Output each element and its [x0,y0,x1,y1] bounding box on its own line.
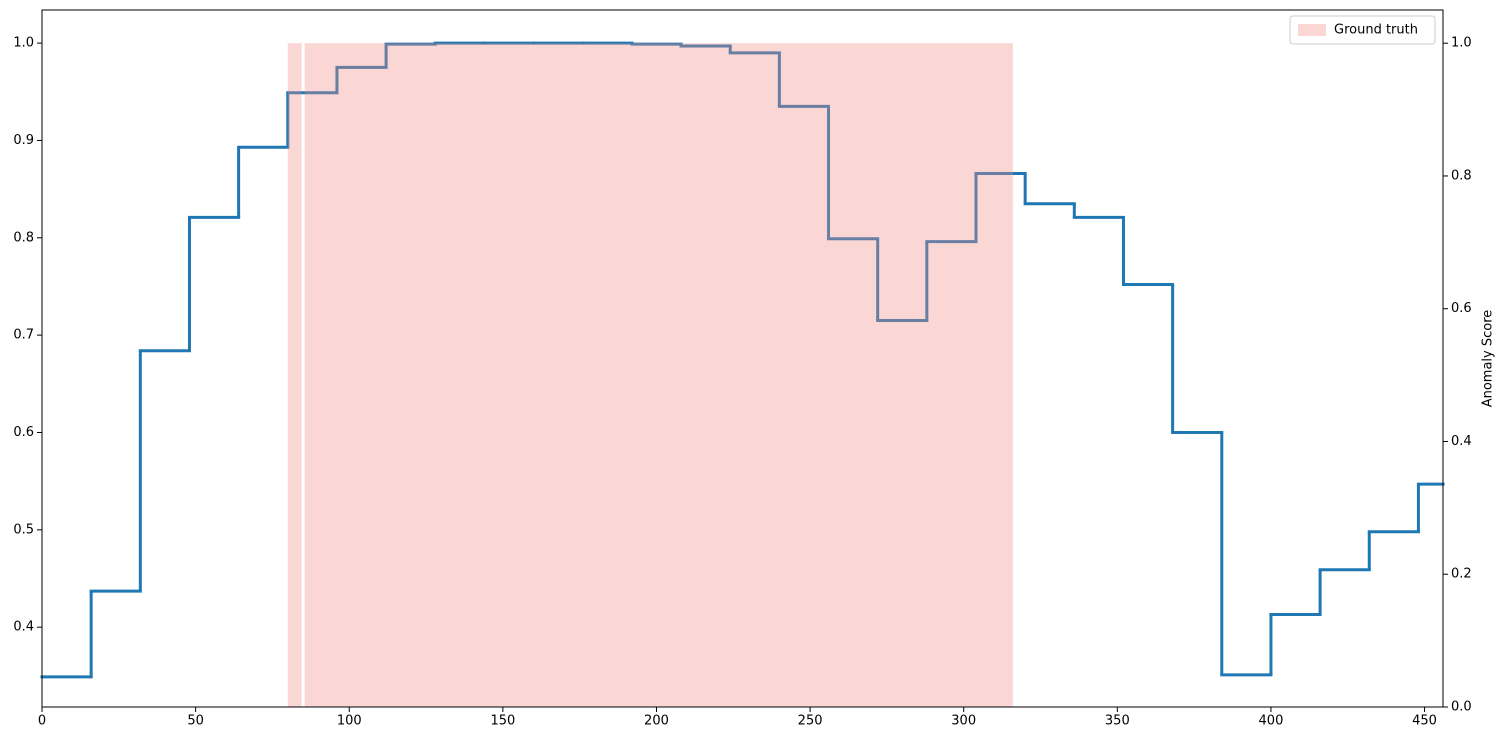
legend-swatch [1298,24,1326,36]
y-tick-label: 0.4 [13,620,34,635]
legend-box [1289,15,1436,45]
y2-tick-label: 0.4 [1451,434,1472,449]
plot-frame [41,9,1444,708]
y-tick-label: 0.6 [13,425,34,440]
legend-label: Ground truth [1334,23,1418,38]
y2-tick-label: 1.0 [1451,36,1472,51]
y2-tick-label: 0.0 [1451,700,1472,715]
x-tick-label: 450 [1412,714,1437,729]
y2-axis-label: Anomaly Score [1481,310,1496,408]
y-tick-label: 0.5 [13,522,34,537]
y2-tick-label: 0.8 [1451,168,1472,183]
y2-tick-label: 0.6 [1451,301,1472,316]
x-tick-label: 150 [490,714,515,729]
y-tick-label: 1.0 [13,36,34,51]
y2-tick-label: 0.2 [1451,567,1472,582]
ground-truth-span [287,43,302,707]
x-tick-label: 300 [951,714,976,729]
x-tick-label: 100 [337,714,362,729]
x-tick-label: 400 [1259,714,1284,729]
x-tick-label: 350 [1105,714,1130,729]
x-tick-label: 200 [644,714,669,729]
x-tick-label: 50 [187,714,204,729]
ground-truth-span [304,43,1013,707]
y-tick-label: 0.7 [13,328,34,343]
x-tick-label: 0 [38,714,46,729]
y-tick-label: 0.9 [13,133,34,148]
y-tick-label: 0.8 [13,230,34,245]
x-tick-label: 250 [798,714,823,729]
